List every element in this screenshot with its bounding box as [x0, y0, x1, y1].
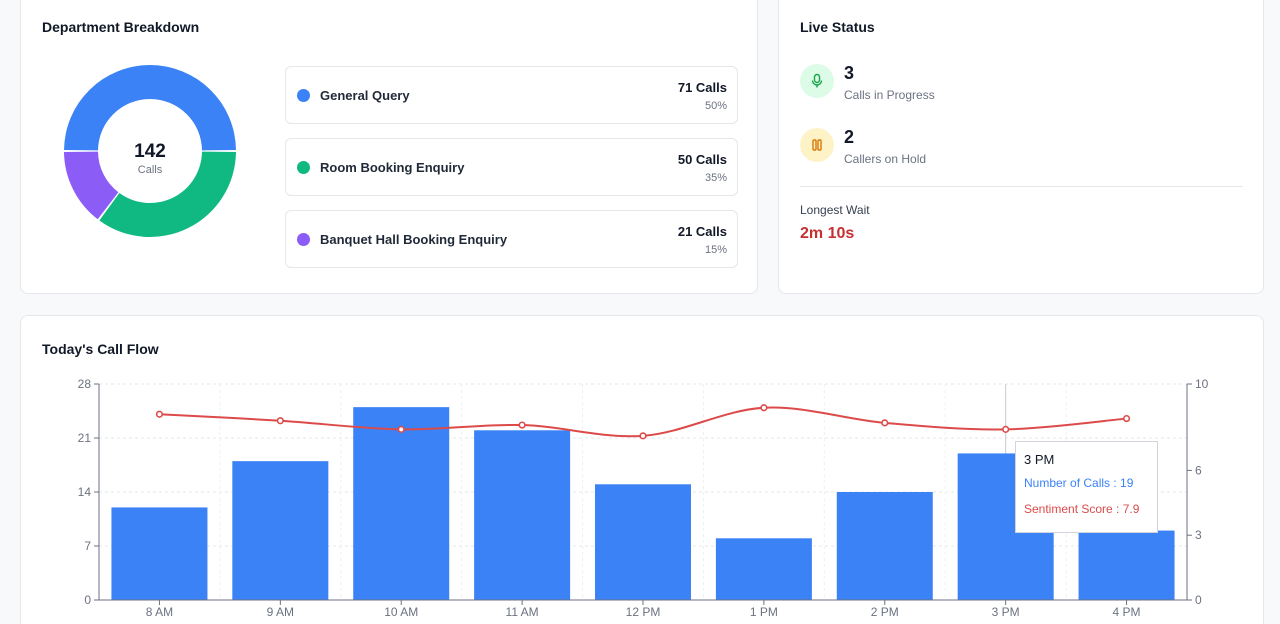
right-axis-tick-label: 10	[1195, 377, 1209, 391]
bar-calls[interactable]	[232, 461, 329, 600]
x-axis-tick-label: 11 AM	[506, 605, 539, 619]
dept-color-dot	[297, 233, 310, 246]
right-axis-tick-label: 0	[1195, 593, 1202, 607]
sentiment-point[interactable]	[155, 410, 164, 418]
donut-total-value: 142	[134, 141, 166, 162]
dept-item-room-booking[interactable]: Room Booking Enquiry 50 Calls 35%	[285, 138, 738, 196]
left-axis-tick-label: 21	[78, 431, 92, 445]
calls-in-progress-label: Calls in Progress	[844, 88, 935, 102]
sentiment-point[interactable]	[397, 425, 405, 433]
sentiment-line	[159, 406, 1127, 438]
bar-calls[interactable]	[715, 538, 812, 600]
left-axis-tick-label: 7	[84, 539, 91, 553]
left-axis-tick-label: 0	[84, 593, 91, 607]
dept-name: Banquet Hall Booking Enquiry	[320, 232, 508, 247]
bar-calls[interactable]	[353, 407, 450, 600]
dept-name: General Query	[320, 88, 410, 103]
longest-wait-value: 2m 10s	[800, 225, 855, 242]
callers-on-hold-label: Callers on Hold	[844, 152, 927, 166]
donut-total-label: Calls	[137, 164, 163, 176]
x-axis-tick-label: 4 PM	[1113, 605, 1141, 619]
pause-icon	[800, 128, 834, 162]
donut-slice[interactable]	[64, 64, 236, 151]
right-axis-tick-label: 6	[1195, 463, 1202, 477]
department-breakdown-card: Department Breakdown 142 Calls General Q…	[20, 0, 758, 294]
sentiment-point[interactable]	[276, 417, 284, 425]
bar-calls[interactable]	[595, 484, 691, 600]
donut-slice[interactable]	[64, 151, 119, 220]
right-axis-tick-label: 3	[1195, 528, 1202, 542]
tooltip-title: 3 PM	[1024, 452, 1055, 467]
x-axis-tick-label: 2 PM	[871, 605, 899, 619]
donut-slice[interactable]	[99, 151, 236, 237]
dept-color-dot	[297, 89, 310, 102]
department-donut-chart	[64, 64, 236, 237]
bar-calls[interactable]	[474, 430, 571, 600]
sentiment-point[interactable]	[881, 419, 889, 427]
x-axis-tick-label: 3 PM	[992, 605, 1020, 619]
sentiment-point[interactable]	[518, 421, 526, 429]
calls-in-progress-count: 3	[844, 63, 855, 83]
dept-name: Room Booking Enquiry	[320, 160, 465, 175]
x-axis-tick-label: 1 PM	[750, 605, 778, 619]
longest-wait-label: Longest Wait	[800, 203, 870, 217]
call-flow-chart[interactable]: 0 7 14 21 28 0 3 6 10 8 AM 9 AM 10 AM 11 AM 12 PM 1 PM…	[21, 316, 1265, 624]
dept-calls: 21 Calls	[677, 224, 727, 239]
x-axis-tick-label: 9 AM	[267, 605, 294, 619]
sentiment-point[interactable]	[1002, 425, 1010, 433]
call-flow-title: Today's Call Flow	[42, 341, 159, 357]
dept-percent: 50%	[704, 100, 727, 112]
tooltip-sentiment-line: Sentiment Score : 7.9	[1024, 502, 1140, 516]
call-flow-card: Today's Call Flow 0 7 14 21 28 0 3 6 10 8 AM 9 AM 1…	[20, 315, 1264, 624]
dept-item-banquet-hall[interactable]: Banquet Hall Booking Enquiry 21 Calls 15…	[285, 210, 738, 268]
x-axis-tick-label: 10 AM	[384, 605, 418, 619]
bar-calls[interactable]	[111, 507, 208, 600]
department-breakdown-title: Department Breakdown	[42, 19, 200, 35]
dept-item-general-query[interactable]: General Query 71 Calls 50%	[285, 66, 738, 124]
dept-color-dot	[297, 161, 310, 174]
dept-calls: 50 Calls	[677, 152, 727, 167]
dept-percent: 35%	[704, 172, 727, 184]
left-axis-tick-label: 14	[78, 485, 92, 499]
bar-calls[interactable]	[1078, 530, 1175, 600]
sentiment-point[interactable]	[1122, 414, 1131, 423]
sentiment-point[interactable]	[760, 404, 768, 412]
left-axis-tick-label: 28	[78, 377, 92, 391]
dept-percent: 15%	[704, 244, 727, 256]
tooltip-calls-line: Number of Calls : 19	[1024, 476, 1134, 490]
chart-tooltip: 3 PM Number of Calls : 19 Sentiment Scor…	[1015, 441, 1158, 533]
status-divider	[800, 186, 1243, 187]
dept-calls: 71 Calls	[677, 80, 727, 95]
sentiment-point[interactable]	[639, 432, 647, 440]
microphone-icon	[800, 64, 834, 98]
bar-calls[interactable]	[836, 492, 933, 600]
live-status-card: Live Status 3 Calls in Progress 2 Caller…	[778, 0, 1264, 294]
live-status-title: Live Status	[800, 19, 875, 35]
donut-center-label: 142 Calls	[100, 141, 200, 177]
callers-on-hold-count: 2	[844, 127, 855, 147]
x-axis-tick-label: 12 PM	[626, 605, 661, 619]
x-axis-tick-label: 8 AM	[146, 605, 173, 619]
